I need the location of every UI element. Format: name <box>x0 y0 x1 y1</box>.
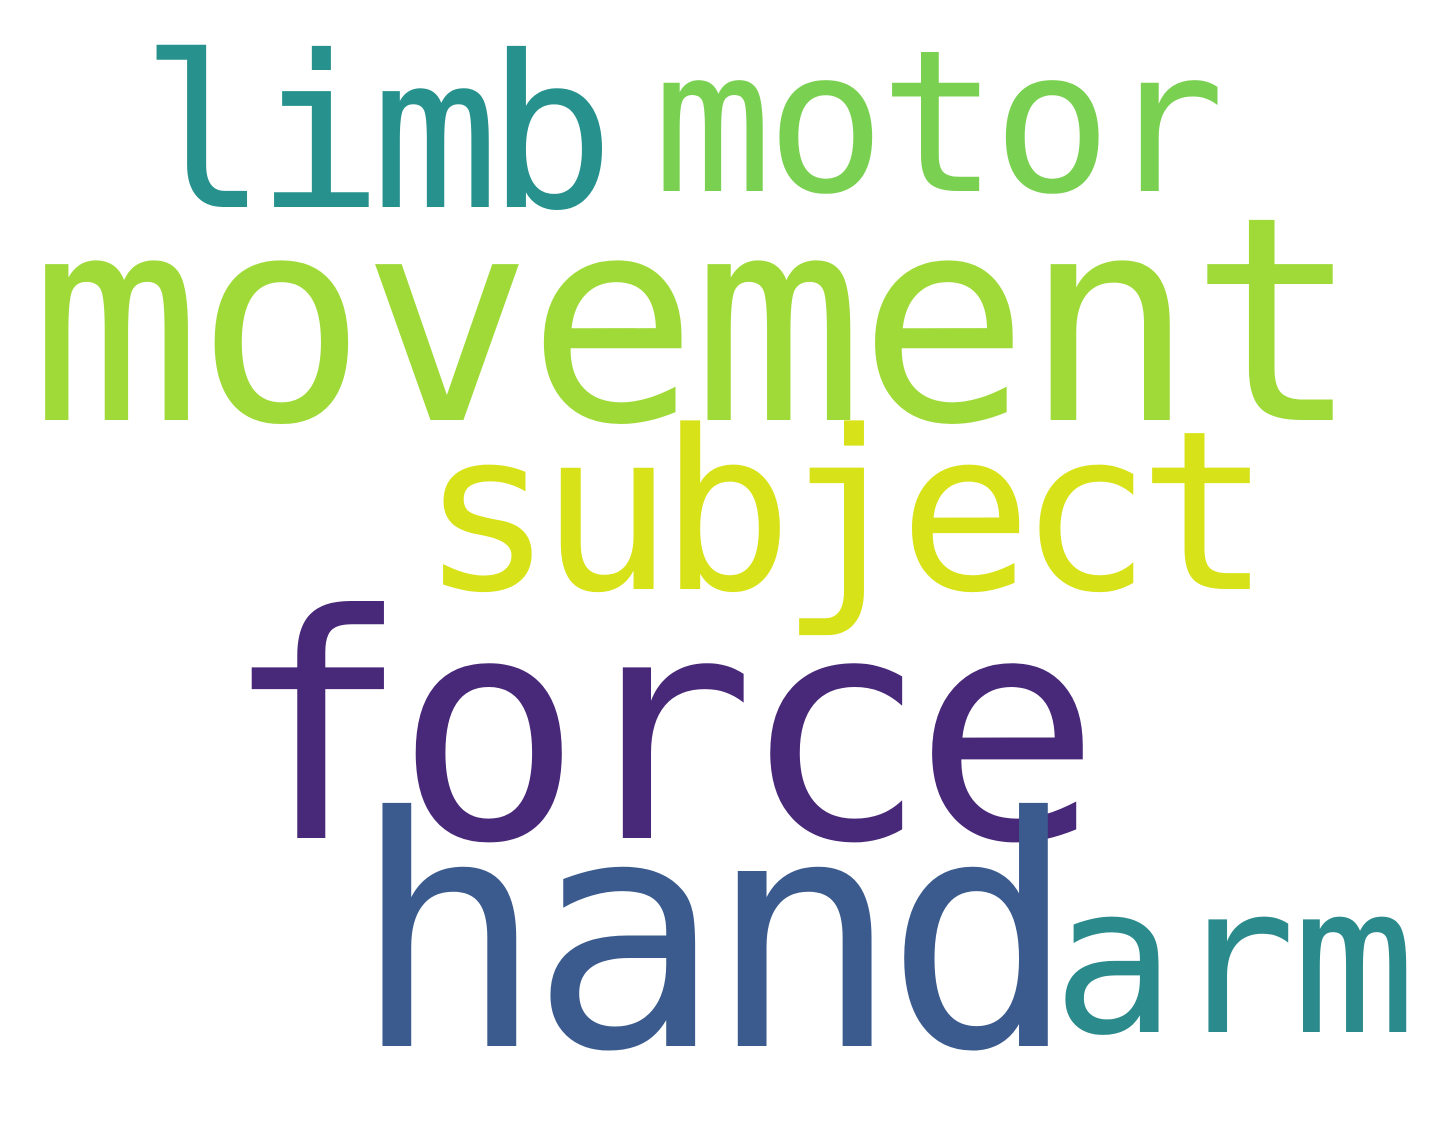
word-motor: motor <box>653 7 1225 238</box>
word-subject: subject <box>420 384 1272 642</box>
word-movement: movement <box>30 156 1361 488</box>
word-hand: hand <box>352 750 1078 1122</box>
word-arm: arm <box>1052 841 1416 1081</box>
word-limb: limb <box>140 10 615 257</box>
word-force: force <box>222 548 1101 912</box>
